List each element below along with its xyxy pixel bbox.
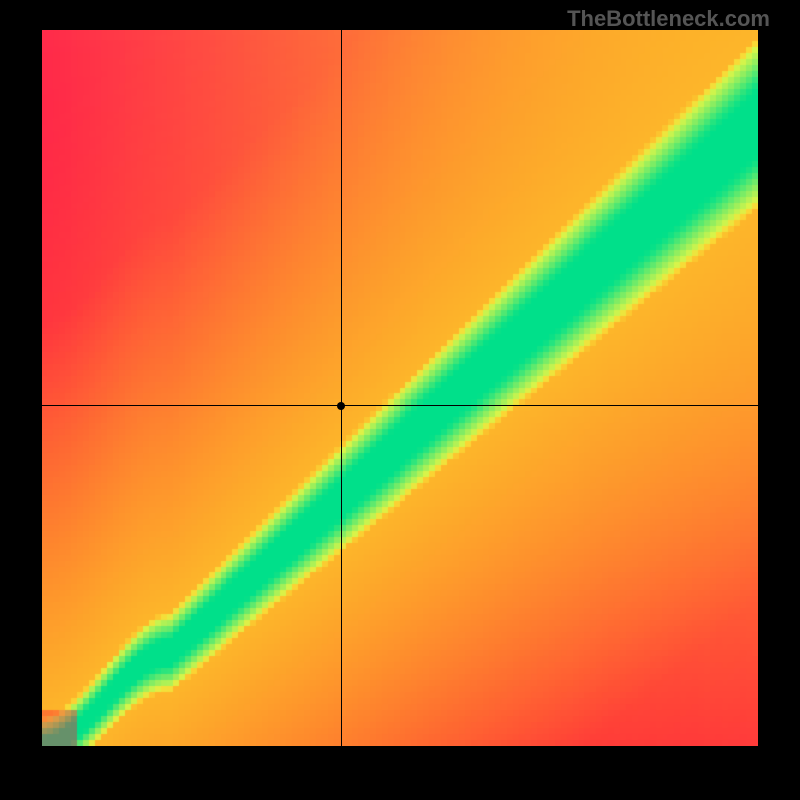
crosshair-horizontal — [42, 405, 758, 406]
heatmap-canvas — [42, 30, 758, 746]
watermark-text: TheBottleneck.com — [567, 6, 770, 32]
crosshair-marker-dot — [337, 402, 345, 410]
plot-area — [42, 30, 758, 746]
crosshair-vertical — [341, 30, 342, 746]
outer-frame: TheBottleneck.com — [0, 0, 800, 800]
